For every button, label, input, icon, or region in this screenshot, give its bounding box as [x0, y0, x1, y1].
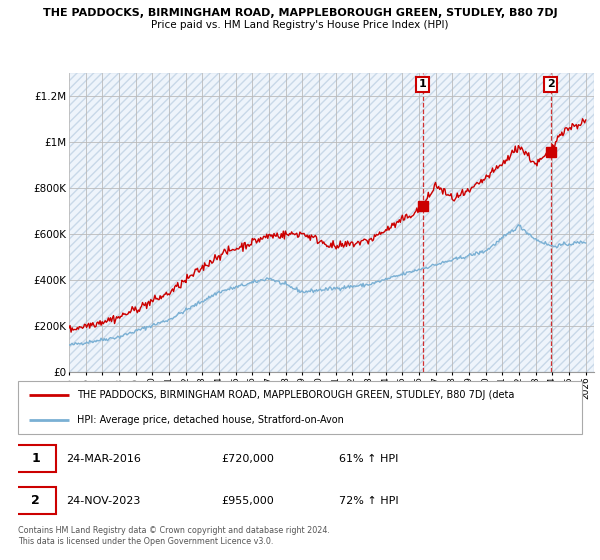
Text: Contains HM Land Registry data © Crown copyright and database right 2024.
This d: Contains HM Land Registry data © Crown c… [18, 526, 330, 546]
Text: HPI: Average price, detached house, Stratford-on-Avon: HPI: Average price, detached house, Stra… [77, 414, 344, 424]
FancyBboxPatch shape [15, 487, 56, 514]
Text: 72% ↑ HPI: 72% ↑ HPI [340, 496, 399, 506]
Text: 24-NOV-2023: 24-NOV-2023 [66, 496, 140, 506]
Text: 24-MAR-2016: 24-MAR-2016 [66, 454, 141, 464]
Text: 61% ↑ HPI: 61% ↑ HPI [340, 454, 399, 464]
Text: 2: 2 [31, 494, 40, 507]
Text: 1: 1 [419, 80, 427, 90]
Text: 1: 1 [31, 452, 40, 465]
FancyBboxPatch shape [18, 381, 582, 434]
Text: THE PADDOCKS, BIRMINGHAM ROAD, MAPPLEBOROUGH GREEN, STUDLEY, B80 7DJ: THE PADDOCKS, BIRMINGHAM ROAD, MAPPLEBOR… [43, 8, 557, 18]
Text: Price paid vs. HM Land Registry's House Price Index (HPI): Price paid vs. HM Land Registry's House … [151, 20, 449, 30]
Text: £955,000: £955,000 [221, 496, 274, 506]
FancyBboxPatch shape [15, 446, 56, 473]
Text: 2: 2 [547, 80, 554, 90]
Text: £720,000: £720,000 [221, 454, 274, 464]
Text: THE PADDOCKS, BIRMINGHAM ROAD, MAPPLEBOROUGH GREEN, STUDLEY, B80 7DJ (deta: THE PADDOCKS, BIRMINGHAM ROAD, MAPPLEBOR… [77, 390, 515, 400]
